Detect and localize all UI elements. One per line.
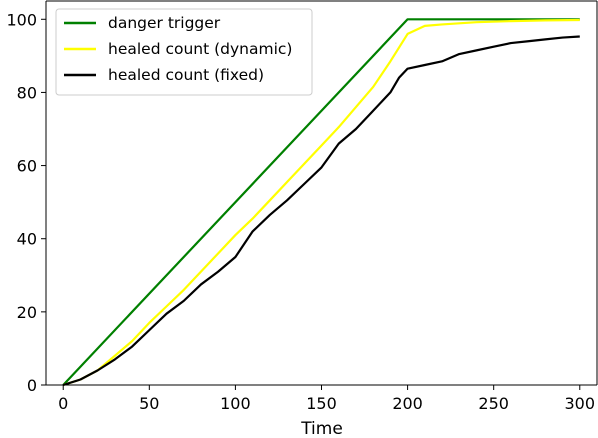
y-tick-label: 0	[27, 376, 37, 395]
legend-label-1: danger trigger	[108, 14, 221, 32]
x-tick-label: 200	[392, 394, 423, 413]
y-tick-label: 60	[17, 157, 37, 176]
y-tick-label: 100	[6, 10, 37, 29]
plot-lines	[62, 18, 580, 387]
series-line-2	[62, 18, 580, 387]
y-tick-label: 40	[17, 230, 37, 249]
x-tick-label: 300	[565, 394, 596, 413]
axes: 0 50 100 150 200 250 300 0 20 40 60 80 100	[6, 0, 598, 413]
legend-box	[55, 8, 313, 96]
series-line-1	[62, 18, 580, 386]
x-tick-label: 150	[306, 394, 337, 413]
series-line-3	[62, 35, 580, 387]
x-axis-title: Time	[300, 419, 343, 438]
legend-label-2: healed count (dynamic)	[108, 40, 292, 58]
x-tick-label: 0	[58, 394, 68, 413]
legend: danger trigger healed count (dynamic) heal…	[55, 8, 313, 96]
y-tick-label: 80	[17, 83, 37, 102]
legend-label-3: healed count (fixed)	[108, 66, 264, 84]
y-tick-label: 20	[17, 303, 37, 322]
x-tick-label: 50	[139, 394, 159, 413]
x-tick-label: 250	[478, 394, 509, 413]
x-tick-label: 100	[220, 394, 251, 413]
